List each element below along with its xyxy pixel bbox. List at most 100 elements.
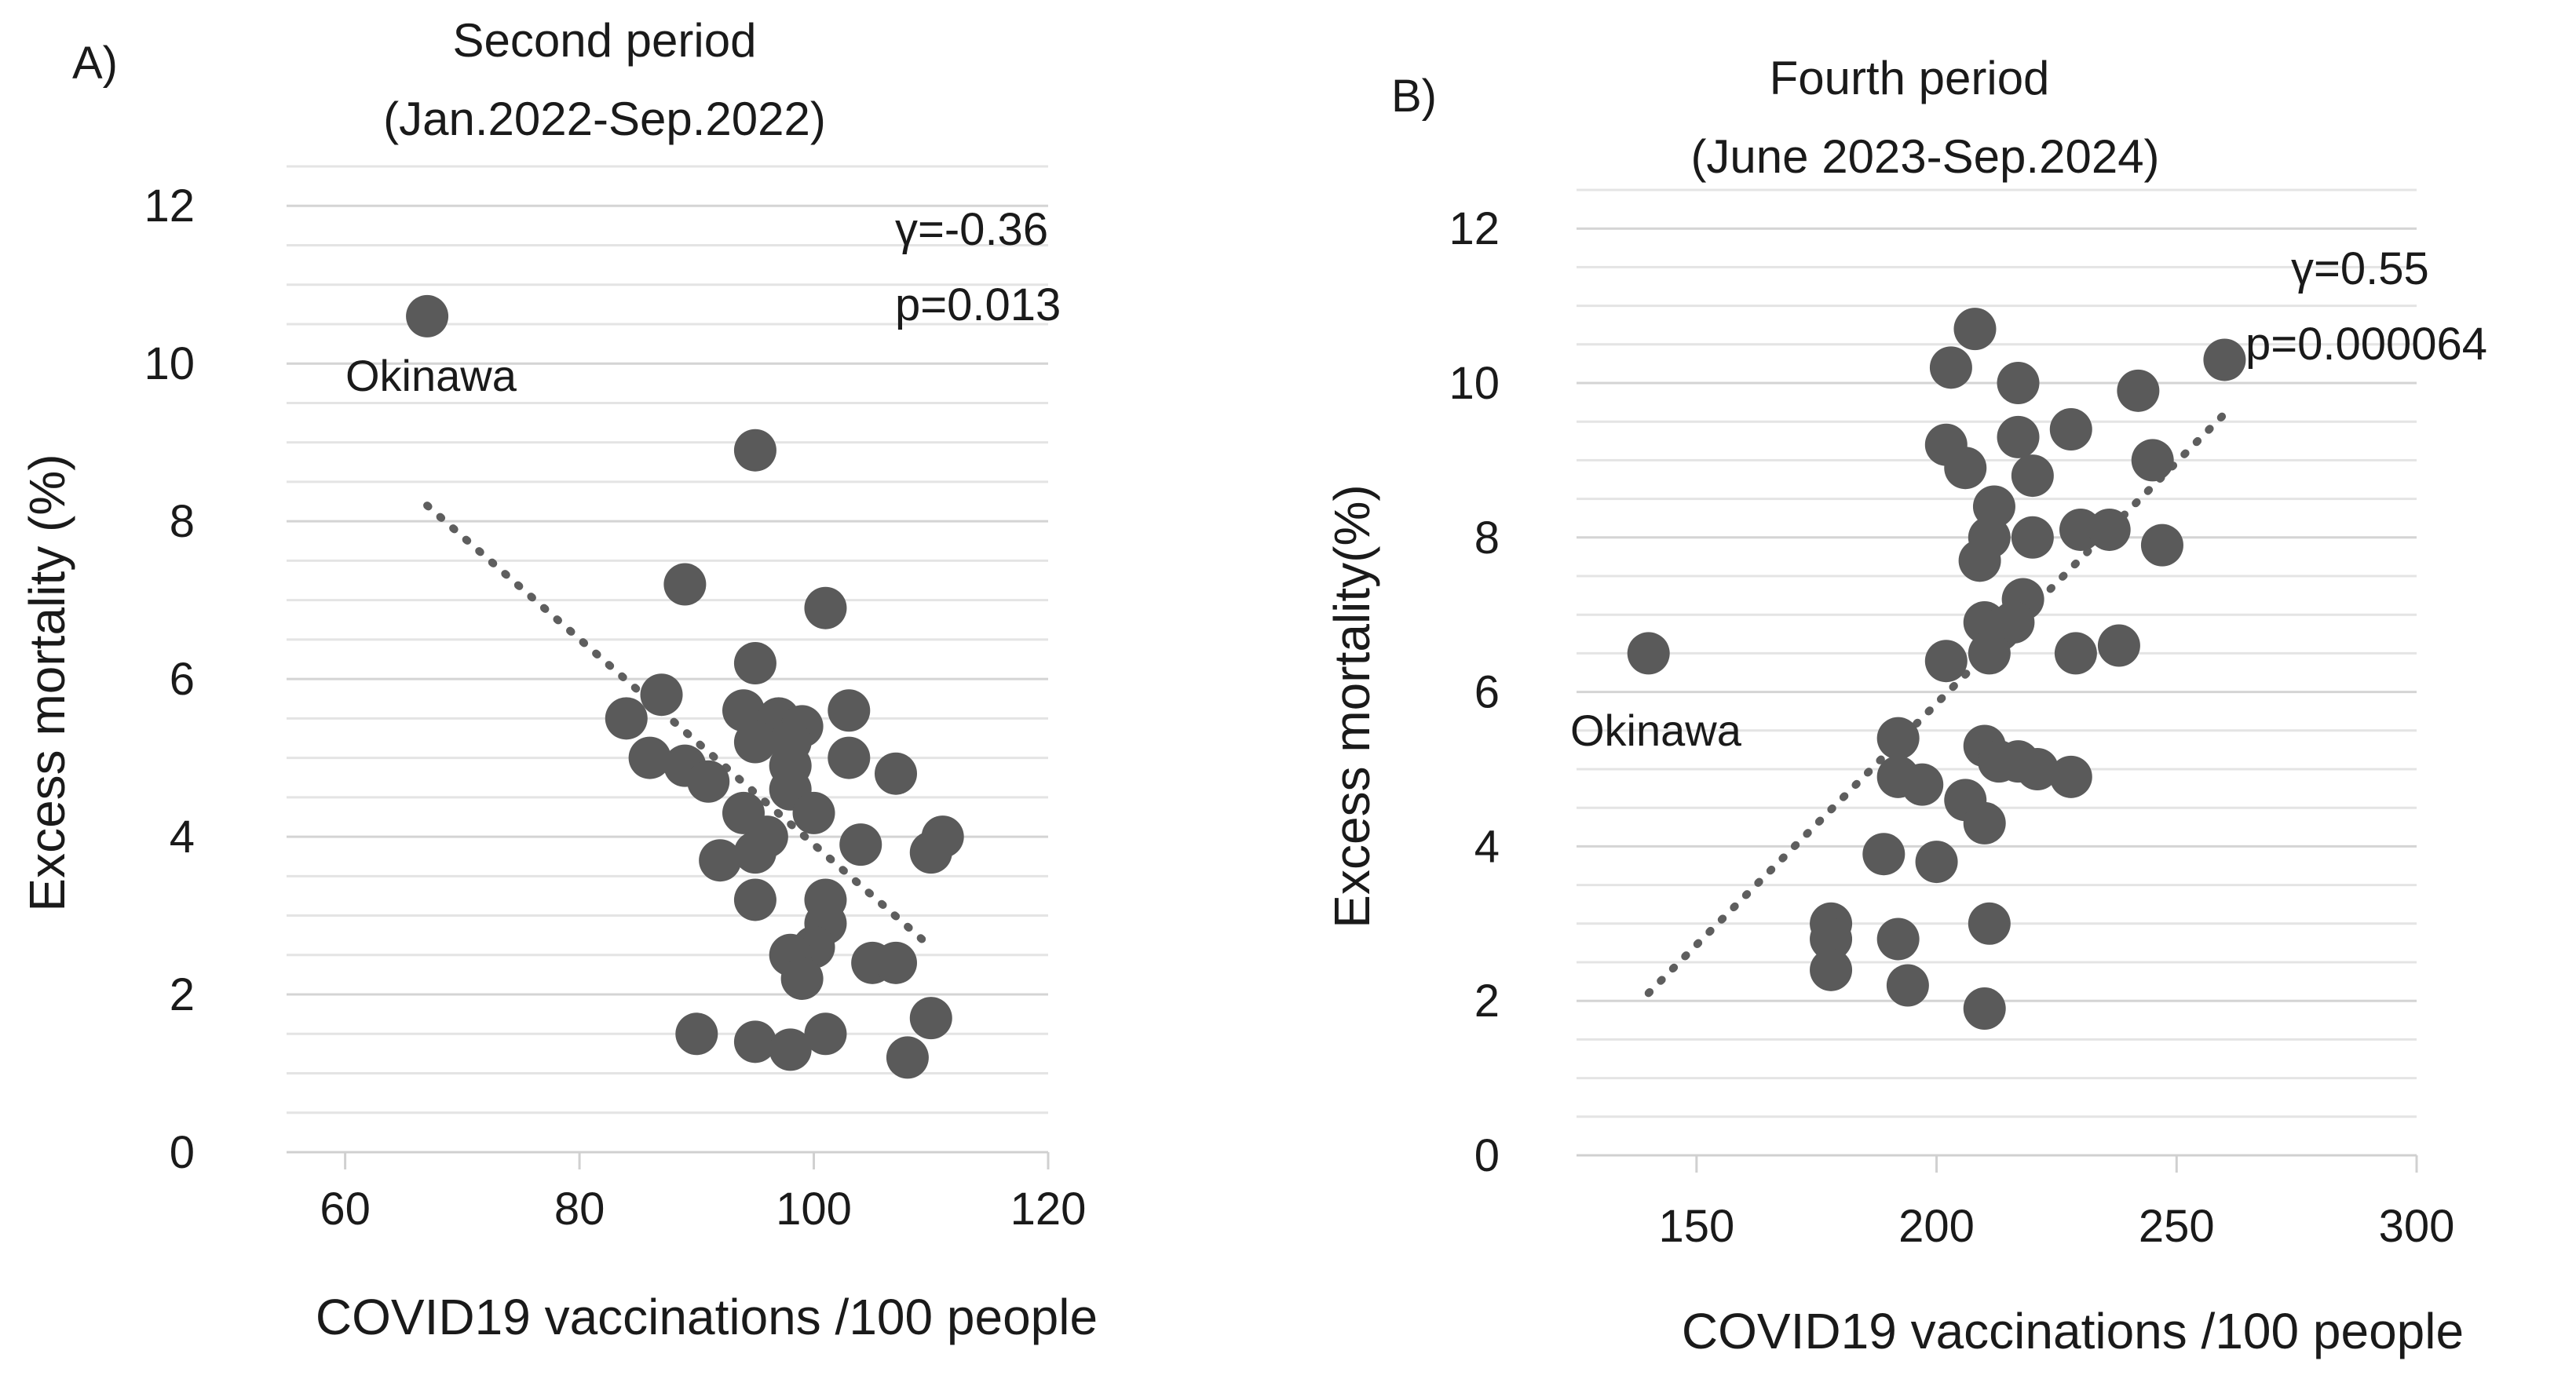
panel-a-x-axis-title: COVID19 vaccinations /100 people — [316, 1289, 1098, 1345]
panel-b-data-point — [2140, 524, 2183, 567]
panel-a-data-point — [699, 839, 742, 882]
panel-b-data-point — [1886, 964, 1929, 1007]
panel-b-data-point — [2011, 454, 2054, 498]
panel-b-data-point — [1968, 632, 2011, 675]
panel-b-y-tick-label: 12 — [1449, 203, 1500, 254]
panel-a-data-point — [733, 878, 776, 921]
panel-b-data-point — [1997, 415, 2040, 458]
panel-a-data-point — [780, 957, 824, 1000]
panel-b-data-point — [1929, 346, 1972, 389]
panel-b-data-point — [2054, 632, 2097, 675]
panel-a-x-tick-label: 60 — [320, 1184, 371, 1235]
panel-b-data-point — [2015, 748, 2059, 790]
panel-a-data-point — [733, 721, 776, 764]
panel-a-label: A) — [72, 38, 118, 89]
panel-a-subtitle: (Jan.2022-Sep.2022) — [383, 93, 826, 145]
panel-a-y-tick-label: 4 — [170, 812, 195, 863]
panel-a-y-tick-label: 8 — [170, 496, 195, 547]
panel-b-label: B) — [1391, 71, 1437, 122]
panel-a-data-point — [733, 642, 776, 685]
panel-b-data-point — [2011, 516, 2054, 559]
panel-a-data-point — [628, 736, 671, 779]
panel-b-y-tick-label: 6 — [1474, 667, 1500, 718]
panel-b-gamma-stat: γ=0.55 — [2291, 243, 2429, 294]
panel-a-data-point — [792, 791, 835, 834]
panel-a-data-point — [875, 941, 917, 984]
panel-b-data-point — [1810, 948, 1853, 991]
panel-a-data-point — [687, 760, 730, 803]
panel-b-y-tick-label: 8 — [1474, 513, 1500, 564]
panel-b-y-tick-label: 10 — [1449, 358, 1500, 409]
panel-a-chart: 0 2 4 6 8 10 12 60 80 100 120 A) Second period (Ja… — [19, 14, 1098, 1345]
panel-b-data-point — [1992, 601, 2035, 644]
panel-a-data-point — [921, 815, 964, 859]
panel-a-plot-layer: 0 2 4 6 8 10 12 60 80 100 120 — [144, 165, 1087, 1235]
panel-a-data-point — [828, 689, 871, 732]
panel-a-data-point — [769, 1028, 812, 1071]
panel-b-data-point — [1944, 447, 1987, 490]
panel-a-data-point — [733, 831, 776, 874]
panel-b-trendline — [1644, 410, 2229, 998]
panel-b-subtitle: (June 2023-Sep.2024) — [1690, 130, 2159, 183]
panel-a-y-tick-label: 6 — [170, 654, 195, 705]
panel-a-p-value: p=0.013 — [895, 279, 1061, 330]
panel-b-x-tick-label: 150 — [1658, 1201, 1734, 1252]
panel-a-x-tick-label: 80 — [554, 1184, 605, 1235]
panel-b-data-point — [2097, 624, 2140, 667]
panel-a-data-point — [909, 997, 952, 1040]
panel-b-data-point — [2131, 439, 2174, 482]
panel-b-x-tick-label: 300 — [2379, 1201, 2455, 1252]
panel-b-data-point — [1627, 632, 1670, 675]
panel-b-data-point — [1963, 801, 2006, 845]
panel-b-data-point — [2049, 755, 2092, 798]
panel-b-data-point — [1862, 833, 1906, 876]
panel-b-data-point — [1953, 308, 1997, 351]
panel-b-title: Fourth period — [1770, 52, 2050, 104]
panel-b-y-tick-label: 2 — [1474, 976, 1500, 1027]
panel-b-chart: 0 2 4 6 8 10 12 150 200 250 300 B) Fourth period (… — [1324, 52, 2487, 1359]
panel-b-y-tick-label: 4 — [1474, 821, 1500, 872]
panel-b-x-tick-label: 200 — [1898, 1201, 1975, 1252]
panel-b-data-point — [1876, 918, 1920, 961]
panel-a-data-point — [733, 1020, 776, 1063]
panel-b-data-point — [1915, 841, 1958, 884]
panel-a-data-point — [839, 823, 882, 866]
panel-b-data-point — [1810, 918, 1853, 961]
panel-a-data-point — [406, 294, 449, 337]
panel-a-okinawa-annotation: Okinawa — [345, 351, 517, 400]
panel-b-plot-layer: 0 2 4 6 8 10 12 150 200 250 300 — [1449, 188, 2455, 1252]
panel-a-data-point — [640, 673, 683, 717]
panel-b-data-point — [1924, 640, 1968, 683]
panel-b-data-point — [1901, 763, 1944, 806]
panel-a-gamma-stat: γ=-0.36 — [895, 204, 1048, 255]
panel-b-y-tick-label: 0 — [1474, 1130, 1500, 1181]
panel-a-data-point — [675, 1012, 718, 1056]
panel-b-data-point — [2203, 338, 2246, 381]
panel-a-data-point — [804, 586, 847, 629]
panel-b-x-axis-title: COVID19 vaccinations /100 people — [1682, 1303, 2464, 1359]
panel-a-data-point — [875, 752, 917, 795]
panel-a-data-point — [663, 563, 707, 606]
panel-b-x-tick-label: 250 — [2139, 1201, 2215, 1252]
panel-a-data-point — [804, 1012, 847, 1056]
panel-a-y-axis-title: Excess mortality (%) — [19, 454, 75, 911]
panel-a-y-tick-label: 10 — [144, 338, 195, 389]
panel-b-p-value: p=0.000064 — [2245, 319, 2487, 370]
panel-a-data-point — [605, 697, 648, 740]
panel-b-okinawa-annotation: Okinawa — [1570, 706, 1742, 755]
panel-a-y-tick-label: 0 — [170, 1127, 195, 1178]
panel-b-data-point — [1968, 902, 2011, 945]
panel-a-data-point — [733, 429, 776, 472]
panel-b-y-axis-title: Excess mortality(%) — [1324, 484, 1380, 928]
panel-b-data-point — [1958, 539, 2001, 582]
panel-a-data-point — [886, 1036, 929, 1079]
panel-b-data-point — [2117, 369, 2160, 412]
panel-b-data-point — [2088, 508, 2131, 551]
panel-a-x-tick-label: 120 — [1010, 1184, 1087, 1235]
panel-b-data-point — [1997, 362, 2040, 404]
panel-b-data-point — [1876, 717, 1920, 760]
panel-b-data-point — [2049, 408, 2092, 451]
panel-b-data-point — [1963, 987, 2006, 1031]
panel-a-y-tick-label: 2 — [170, 969, 195, 1020]
